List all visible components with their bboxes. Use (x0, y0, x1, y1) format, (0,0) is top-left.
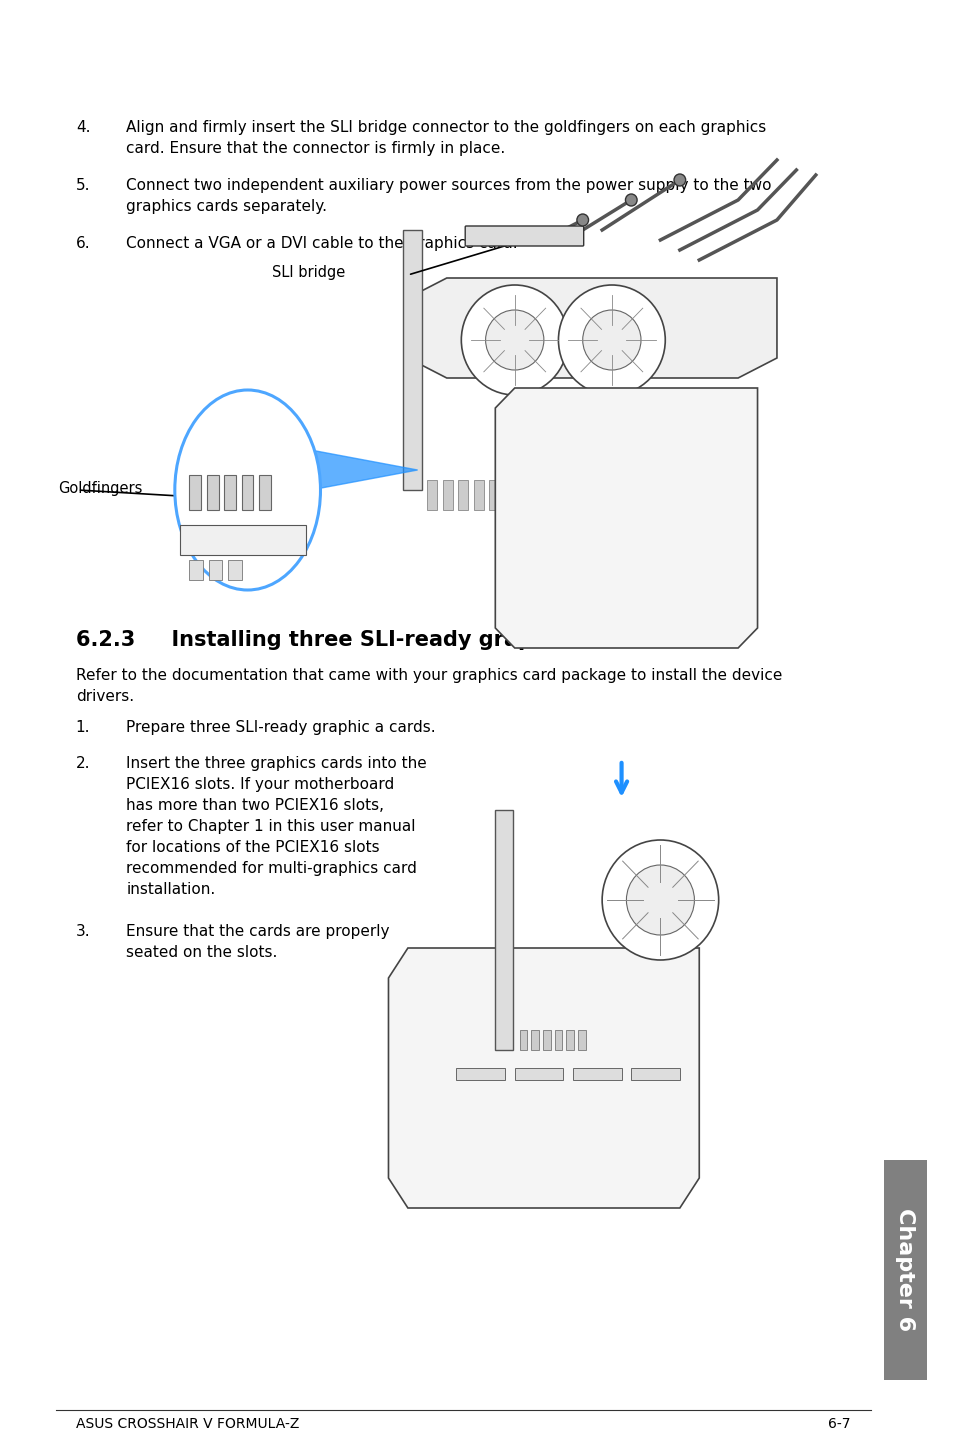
Circle shape (626, 866, 694, 935)
Circle shape (582, 311, 640, 370)
Bar (228, 559, 241, 580)
Bar (573, 1068, 621, 1080)
Text: 3.: 3. (75, 925, 91, 939)
Bar (536, 480, 545, 510)
Text: 5.: 5. (75, 178, 91, 193)
Text: ASUS CROSSHAIR V FORMULA-Z: ASUS CROSSHAIR V FORMULA-Z (75, 1416, 299, 1431)
Bar (179, 525, 306, 555)
Text: Connect two independent auxiliary power sources from the power supply to the two: Connect two independent auxiliary power … (126, 178, 771, 214)
Bar (190, 559, 203, 580)
Text: Goldfingers: Goldfingers (58, 480, 143, 496)
Polygon shape (388, 948, 699, 1208)
Text: 2.: 2. (75, 756, 91, 771)
Bar (882, 1160, 925, 1380)
Bar (456, 1068, 504, 1080)
Text: Connect a VGA or a DVI cable to the graphics card.: Connect a VGA or a DVI cable to the grap… (126, 236, 517, 252)
Bar (531, 1030, 538, 1050)
Text: Refer to the documentation that came with your graphics card package to install : Refer to the documentation that came wit… (75, 669, 781, 705)
Bar (631, 1068, 679, 1080)
Bar (578, 1030, 585, 1050)
Text: Align and firmly insert the SLI bridge connector to the goldfingers on each grap: Align and firmly insert the SLI bridge c… (126, 119, 765, 155)
Bar (190, 475, 201, 510)
Bar (489, 480, 498, 510)
Bar (207, 475, 218, 510)
Bar (224, 475, 235, 510)
Text: SLI bridge: SLI bridge (272, 265, 345, 279)
Bar (259, 475, 271, 510)
Text: 6.2.3     Installing three SLI-ready graphics cards: 6.2.3 Installing three SLI-ready graphic… (75, 630, 650, 650)
Text: Ensure that the cards are properly
seated on the slots.: Ensure that the cards are properly seate… (126, 925, 390, 961)
Text: Chapter 6: Chapter 6 (894, 1208, 914, 1332)
Bar (427, 480, 436, 510)
Circle shape (674, 174, 685, 186)
Circle shape (485, 311, 543, 370)
Text: 1.: 1. (75, 720, 91, 735)
Bar (241, 475, 253, 510)
Polygon shape (408, 278, 776, 378)
Bar (504, 480, 515, 510)
Ellipse shape (174, 390, 320, 590)
Polygon shape (495, 388, 757, 649)
Bar (519, 1030, 527, 1050)
Text: Prepare three SLI-ready graphic a cards.: Prepare three SLI-ready graphic a cards. (126, 720, 436, 735)
Polygon shape (311, 450, 417, 490)
Bar (209, 559, 222, 580)
Text: 6.: 6. (75, 236, 91, 252)
FancyBboxPatch shape (465, 226, 583, 246)
Text: Insert the three graphics cards into the
PCIEX16 slots. If your motherboard
has : Insert the three graphics cards into the… (126, 756, 427, 897)
Text: 6-7: 6-7 (827, 1416, 850, 1431)
Circle shape (461, 285, 568, 395)
Bar (495, 810, 513, 1050)
Bar (458, 480, 468, 510)
Bar (474, 480, 483, 510)
FancyBboxPatch shape (402, 230, 422, 490)
Bar (566, 1030, 574, 1050)
Circle shape (577, 214, 588, 226)
Circle shape (625, 194, 637, 206)
Circle shape (601, 840, 718, 961)
Bar (515, 1068, 562, 1080)
Bar (442, 480, 452, 510)
Bar (542, 1030, 550, 1050)
Bar (554, 1030, 561, 1050)
Text: 4.: 4. (75, 119, 91, 135)
Circle shape (558, 285, 664, 395)
Bar (520, 480, 530, 510)
